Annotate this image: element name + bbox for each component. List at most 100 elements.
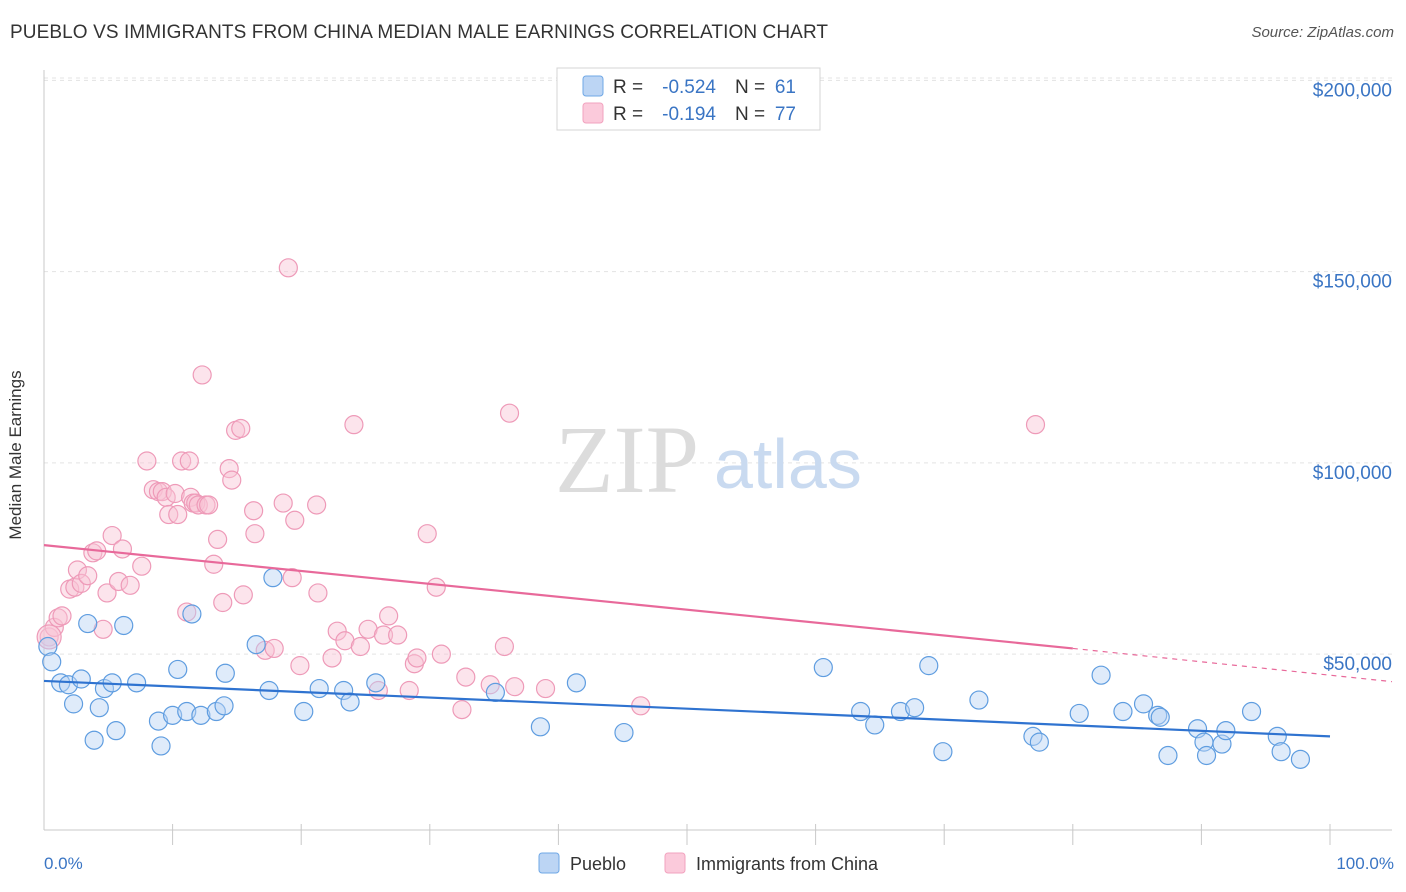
data-point — [399, 680, 419, 701]
data-point — [78, 566, 98, 586]
data-point — [1069, 703, 1089, 724]
data-point — [148, 711, 169, 731]
data-point — [213, 592, 233, 613]
data-point — [530, 717, 550, 737]
data-point — [168, 659, 188, 680]
data-point — [407, 648, 427, 668]
data-point — [388, 625, 408, 645]
data-point — [340, 692, 360, 712]
data-point — [71, 669, 91, 689]
data-point — [204, 554, 224, 574]
data-point — [222, 470, 242, 490]
data-point — [165, 483, 185, 504]
data-point — [308, 583, 328, 603]
data-point — [350, 636, 370, 657]
data-point — [1150, 707, 1170, 727]
data-point — [294, 701, 314, 722]
legend-r-label-2: R = — [613, 104, 643, 125]
data-point — [1241, 701, 1262, 722]
gridlines — [44, 77, 1392, 655]
data-point — [172, 451, 192, 471]
data-point — [188, 495, 208, 515]
data-point — [1290, 749, 1311, 769]
data-point — [214, 696, 234, 716]
data-point — [431, 644, 451, 664]
data-point — [102, 525, 122, 546]
data-point — [84, 730, 104, 750]
x-tick-label-min: 0.0% — [44, 854, 83, 873]
data-point — [865, 715, 885, 735]
data-point — [206, 701, 226, 722]
data-point — [535, 678, 556, 699]
data-point — [373, 625, 394, 645]
data-point — [38, 636, 58, 657]
data-point — [1267, 726, 1287, 746]
data-point — [309, 678, 329, 699]
data-point — [114, 615, 134, 636]
data-point — [163, 705, 183, 725]
y-axis-tick-labels: $50,000 $100,000 $150,000 $200,000 — [1313, 80, 1392, 675]
legend-n-value-1: 61 — [775, 77, 796, 98]
data-point — [1113, 701, 1133, 722]
data-point — [137, 451, 157, 471]
data-point — [71, 573, 91, 593]
data-point — [42, 652, 62, 672]
data-point — [452, 700, 472, 720]
data-point — [344, 415, 364, 435]
data-point — [192, 365, 212, 385]
data-point — [106, 721, 126, 741]
bottom-legend-swatch-china — [664, 852, 686, 874]
data-point — [233, 585, 253, 605]
data-point — [1029, 732, 1049, 752]
data-point-large — [36, 624, 62, 650]
data-point — [263, 568, 283, 588]
data-point — [933, 742, 953, 762]
watermark-zip: ZIP — [555, 406, 699, 513]
y-tick-label: $150,000 — [1313, 272, 1392, 293]
trend-line-china-extension — [1072, 647, 1393, 683]
legend-swatch-china — [582, 102, 604, 124]
legend-r-label-1: R = — [613, 77, 643, 98]
data-point — [327, 621, 347, 641]
data-point — [494, 636, 514, 657]
data-point — [168, 504, 188, 525]
data-point — [905, 698, 925, 718]
bottom-legend-china: Immigrants from China — [696, 854, 879, 874]
data-point — [120, 575, 140, 595]
data-point — [63, 694, 84, 714]
data-point — [126, 673, 147, 693]
data-point — [177, 701, 197, 722]
data-point — [322, 648, 342, 668]
data-point — [366, 673, 386, 693]
bottom-legend-swatch-pueblo — [538, 852, 560, 874]
source-label: Source: ZipAtlas.com — [1251, 24, 1394, 41]
data-point — [264, 638, 284, 659]
data-point — [426, 577, 446, 597]
data-point — [112, 539, 133, 559]
data-point — [1196, 745, 1217, 766]
watermark-atlas: atlas — [714, 425, 862, 503]
data-point — [151, 736, 171, 756]
legend-r-value-2: -0.194 — [662, 104, 716, 125]
data-point — [215, 663, 235, 683]
data-point — [890, 701, 911, 722]
trend-line-china — [43, 544, 1073, 650]
data-point — [52, 606, 72, 626]
chart-title: PUEBLO VS IMMIGRANTS FROM CHINA MEDIAN M… — [10, 22, 829, 43]
data-point — [78, 613, 98, 634]
trend-lines — [43, 544, 1393, 738]
data-point — [285, 510, 305, 530]
legend-n-value-2: 77 — [775, 104, 796, 125]
data-point — [191, 705, 211, 725]
data-point — [456, 667, 476, 687]
y-axis-title: Median Male Earnings — [6, 370, 25, 540]
data-point — [219, 459, 239, 479]
data-point — [1158, 745, 1178, 766]
correlation-legend: R = -0.524 N = 61 R = -0.194 N = 77 — [556, 67, 821, 131]
data-point — [108, 571, 129, 592]
data-point — [182, 604, 202, 624]
data-point — [278, 258, 298, 278]
data-point — [179, 451, 199, 471]
data-point — [499, 403, 520, 423]
